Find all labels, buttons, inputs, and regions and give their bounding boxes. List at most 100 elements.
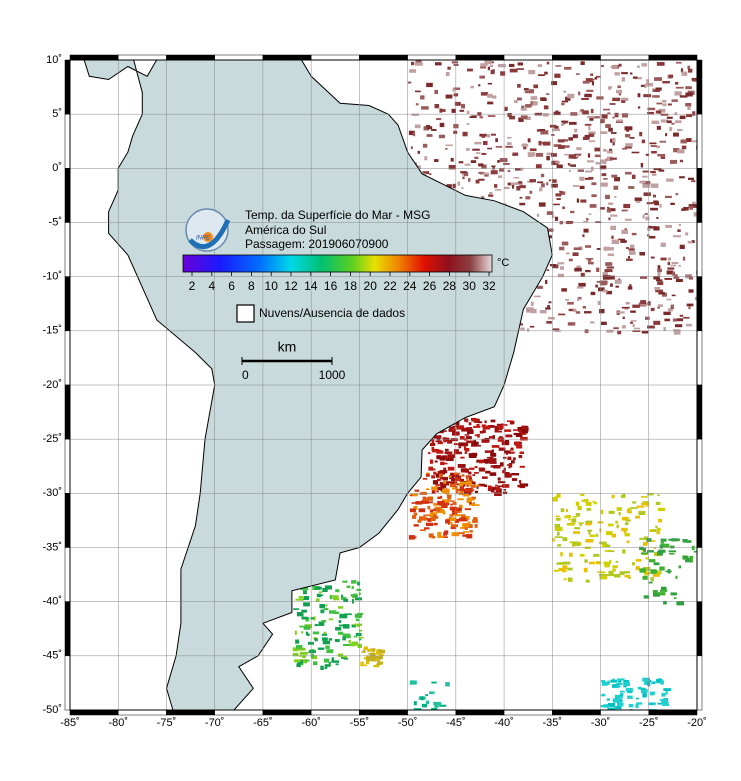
sst-pixel — [536, 213, 540, 217]
sst-pixel — [567, 567, 573, 571]
sst-pixel — [683, 316, 690, 319]
sst-pixel — [484, 450, 493, 453]
lon-label: -75˚ — [157, 717, 177, 729]
sst-pixel — [462, 176, 465, 180]
sst-pixel — [612, 137, 616, 143]
sst-pixel — [584, 123, 592, 126]
sst-pixel — [475, 152, 481, 154]
sst-pixel — [651, 173, 657, 176]
sst-pixel — [466, 479, 473, 482]
sst-pixel — [415, 103, 419, 106]
sst-pixel — [351, 586, 354, 590]
sst-pixel — [431, 681, 437, 684]
sst-pixel — [620, 240, 627, 243]
sst-pixel — [496, 423, 503, 426]
sst-pixel — [470, 160, 477, 163]
sst-pixel — [583, 228, 589, 233]
sst-pixel — [488, 194, 494, 197]
sst-pixel — [670, 592, 677, 596]
sst-pixel — [520, 436, 528, 441]
sst-pixel — [415, 60, 422, 63]
sst-pixel — [568, 518, 571, 521]
sst-pixel — [577, 169, 584, 172]
sst-pixel — [644, 571, 651, 575]
colorbar — [182, 254, 493, 273]
sst-pixel — [518, 455, 523, 459]
sst-pixel — [660, 156, 665, 159]
sst-pixel — [409, 680, 417, 685]
sst-pixel — [300, 647, 306, 651]
sst-pixel — [671, 538, 678, 542]
lat-label: -10˚ — [42, 271, 62, 283]
sst-pixel — [578, 91, 581, 96]
sst-pixel — [557, 262, 565, 265]
sst-pixel — [514, 441, 521, 446]
sst-pixel — [466, 148, 470, 151]
sst-pixel — [670, 304, 674, 309]
sst-pixel — [660, 538, 667, 542]
sst-pixel — [623, 203, 631, 209]
sst-pixel — [650, 307, 655, 312]
sst-pixel — [299, 625, 304, 628]
sst-pixel — [481, 164, 487, 169]
sst-pixel — [579, 185, 585, 189]
sst-pixel — [683, 207, 689, 211]
sst-pixel — [301, 612, 304, 617]
sst-pixel — [624, 574, 631, 578]
sst-pixel — [478, 483, 485, 487]
sst-pixel — [481, 134, 486, 138]
sst-pixel — [599, 309, 605, 314]
sst-pixel — [546, 155, 550, 161]
sst-pixel — [500, 71, 506, 76]
sst-pixel — [432, 508, 436, 512]
sst-pixel — [431, 439, 435, 444]
sst-pixel — [611, 494, 615, 499]
sst-pixel — [520, 327, 525, 331]
sst-pixel — [582, 80, 590, 84]
sst-pixel — [300, 659, 308, 664]
sst-pixel — [582, 306, 586, 309]
sst-pixel — [675, 120, 682, 124]
sst-pixel — [447, 466, 455, 471]
sst-pixel — [557, 531, 560, 536]
sst-pixel — [449, 517, 457, 521]
sst-pixel — [295, 645, 303, 649]
sst-pixel — [654, 77, 662, 81]
sst-pixel — [447, 523, 451, 525]
sst-pixel — [580, 493, 585, 496]
sst-pixel — [693, 551, 697, 553]
sst-pixel — [443, 532, 447, 536]
sst-pixel — [321, 633, 328, 636]
sst-pixel — [617, 330, 622, 335]
sst-pixel — [611, 235, 614, 239]
sst-pixel — [585, 520, 593, 525]
sst-pixel — [594, 77, 598, 80]
sst-pixel — [554, 526, 563, 531]
sst-pixel — [339, 613, 348, 619]
sst-pixel — [460, 456, 465, 459]
sst-pixel — [655, 289, 664, 293]
sst-pixel — [375, 656, 383, 660]
sst-pixel — [337, 631, 344, 635]
sst-pixel — [667, 261, 671, 266]
sst-pixel — [472, 504, 480, 506]
sst-pixel — [487, 66, 490, 71]
frame-segment — [310, 709, 360, 716]
colorbar-tick-label: 28 — [443, 279, 457, 293]
sst-pixel — [612, 141, 615, 146]
sst-pixel — [461, 427, 469, 432]
sst-pixel — [657, 268, 662, 273]
sst-pixel — [617, 678, 625, 681]
sst-pixel — [666, 120, 672, 124]
frame-segment — [552, 54, 601, 61]
sst-pixel — [659, 566, 665, 571]
sst-pixel — [415, 501, 423, 505]
sst-pixel — [616, 682, 623, 685]
sst-pixel — [558, 313, 566, 316]
frame-segment — [696, 330, 703, 386]
sst-pixel — [567, 301, 574, 305]
sst-pixel — [625, 302, 630, 305]
sst-pixel — [636, 702, 643, 705]
frame-segment — [64, 59, 71, 115]
sst-pixel — [616, 311, 625, 314]
